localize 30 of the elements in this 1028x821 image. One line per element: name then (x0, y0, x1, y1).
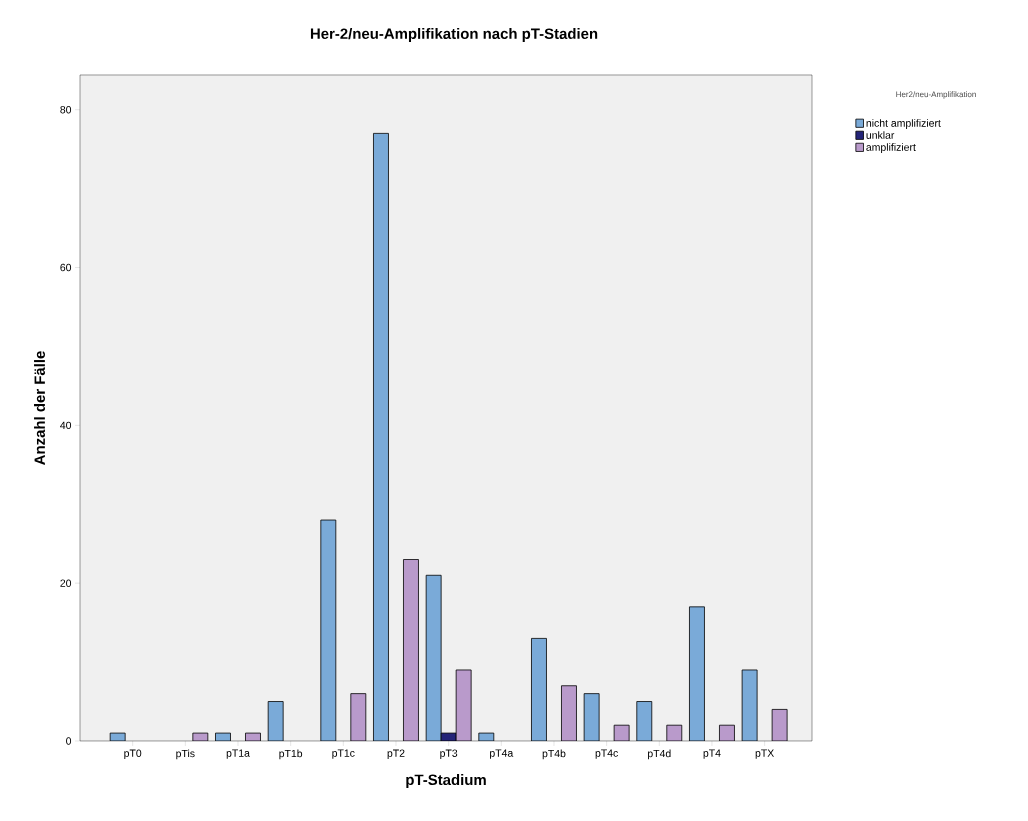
legend-label: nicht amplifiziert (866, 119, 941, 129)
bar (267, 701, 284, 741)
x-tick-label: pT4b (542, 749, 566, 760)
y-tick-label: 80 (60, 106, 72, 114)
y-axis-title: Anzahl der Fälle (34, 351, 46, 465)
x-tick-label: pT4 (703, 749, 721, 759)
x-tick-label: pT2 (387, 749, 405, 759)
x-axis-title: pT-Stadium (406, 774, 486, 789)
y-tick-label: 0 (66, 737, 72, 745)
legend-label: unklar (866, 131, 895, 139)
chart-title: Her-2/neu-Amplifikation nach pT-Stadien (310, 28, 598, 42)
x-tick-label: pT0 (124, 749, 142, 759)
legend-label: amplifiziert (866, 143, 916, 153)
bar (636, 701, 653, 741)
x-tick-label: pT4c (595, 749, 618, 759)
bar (320, 519, 337, 741)
x-tick-label: pT1b (279, 749, 303, 760)
x-tick-label: pT1a (226, 749, 250, 759)
x-tick-label: pT3 (440, 749, 458, 759)
x-tick-label: pT4a (490, 749, 514, 759)
y-tick-label: 40 (60, 421, 72, 430)
x-tick-label: pTX (755, 749, 774, 759)
y-tick-label: 20 (60, 579, 72, 587)
bar (689, 606, 705, 741)
x-tick-label: pT4d (648, 749, 671, 760)
y-tick-label: 60 (60, 263, 72, 272)
x-tick-label: pTis (176, 749, 195, 760)
bar (531, 638, 547, 741)
bar (373, 132, 389, 741)
x-tick-label: pT1c (332, 749, 355, 759)
